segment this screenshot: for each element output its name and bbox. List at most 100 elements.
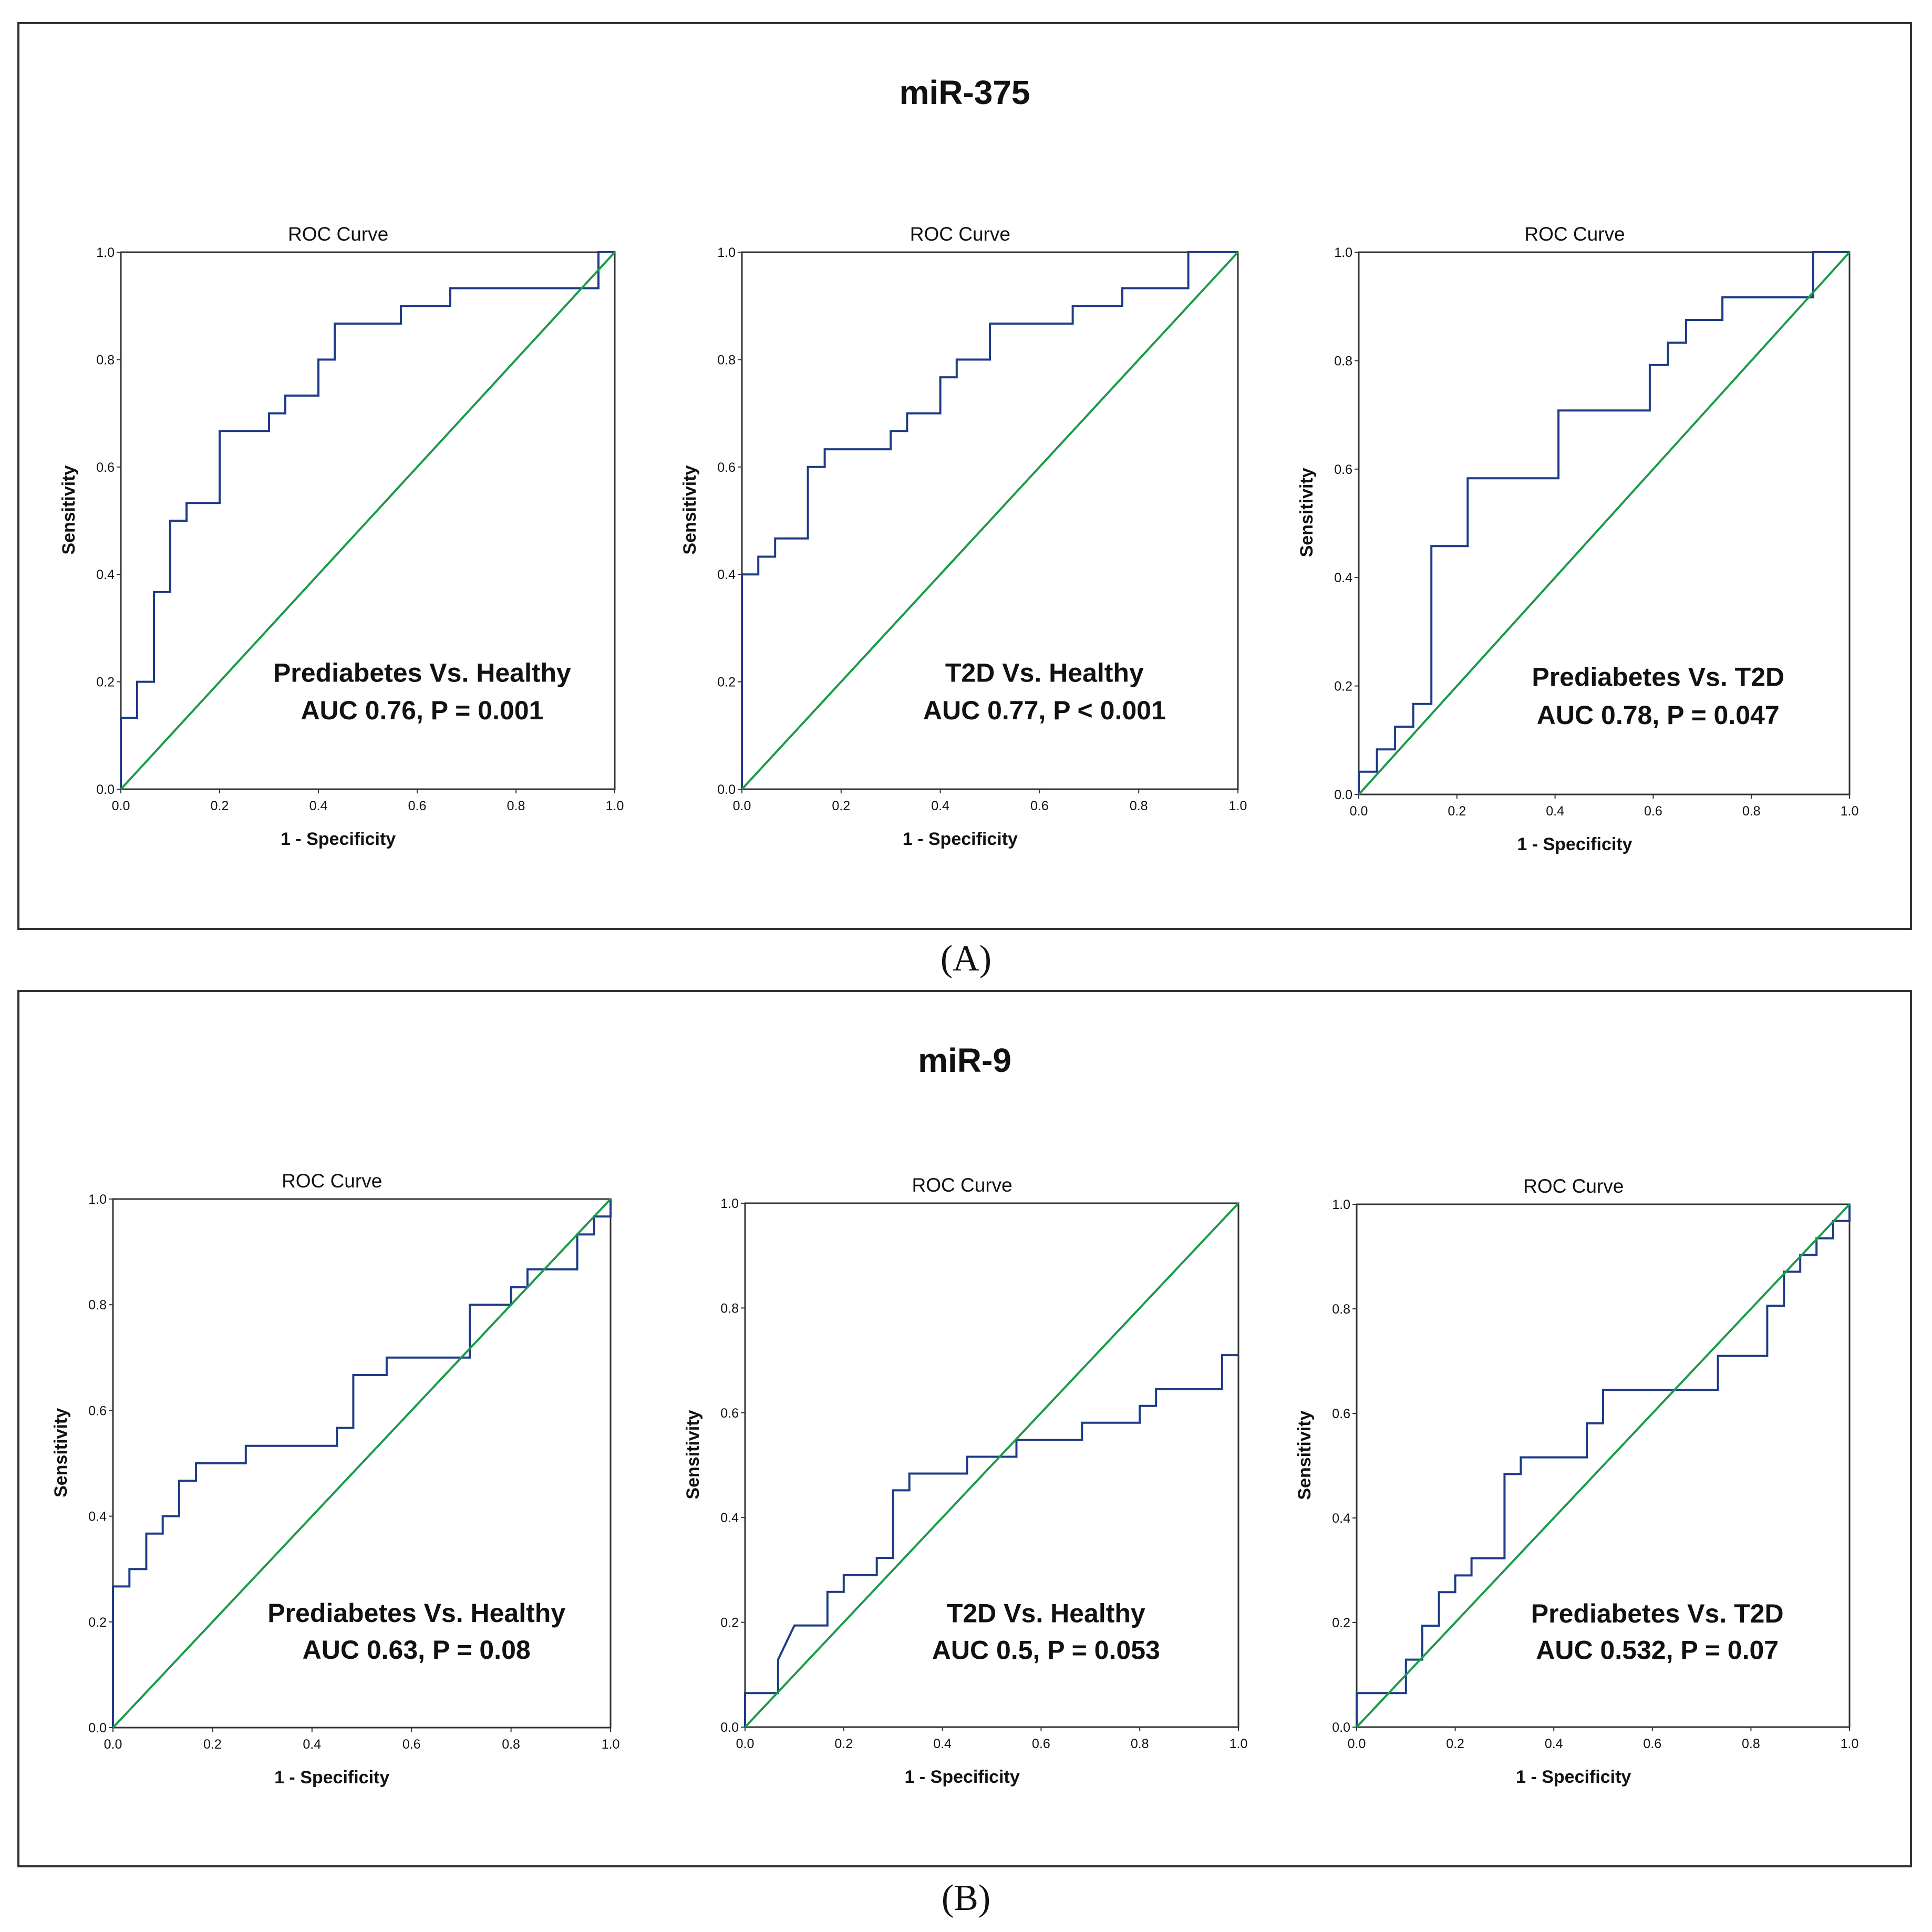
panel-b-letter: (B) bbox=[941, 1878, 991, 1918]
panel-a-title: miR-375 bbox=[899, 74, 1030, 111]
x-tick-label: 1.0 bbox=[1229, 799, 1247, 813]
x-tick-label: 0.6 bbox=[1644, 804, 1662, 819]
reference-line bbox=[1358, 251, 1851, 795]
x-tick-label: 0.4 bbox=[1545, 1737, 1563, 1751]
x-tick-label: 0.6 bbox=[402, 1737, 421, 1752]
comparison-label: Prediabetes Vs. Healthy bbox=[267, 1598, 565, 1628]
y-axis-label: Sensitivity bbox=[1295, 1410, 1315, 1500]
x-tick-label: 0.6 bbox=[408, 799, 427, 813]
y-axis-label: Sensitivity bbox=[1297, 468, 1317, 557]
reference-line bbox=[744, 1202, 1239, 1728]
y-tick-label: 0.6 bbox=[720, 1406, 739, 1421]
y-tick-label: 0.6 bbox=[717, 460, 736, 475]
roc-curve bbox=[741, 251, 1238, 789]
auc-label: AUC 0.532, P = 0.07 bbox=[1536, 1636, 1779, 1665]
y-tick-label: 0.4 bbox=[717, 567, 736, 582]
x-tick-label: 0.0 bbox=[1348, 1737, 1366, 1751]
auc-label: AUC 0.63, P = 0.08 bbox=[303, 1635, 531, 1665]
y-tick-label: 0.8 bbox=[1332, 1302, 1350, 1317]
y-tick-label: 0.0 bbox=[1334, 788, 1352, 802]
chart-title: ROC Curve bbox=[288, 223, 388, 245]
panel-a-letter: (A) bbox=[940, 938, 992, 979]
x-tick-label: 0.6 bbox=[1032, 1737, 1050, 1751]
comparison-label: Prediabetes Vs. T2D bbox=[1531, 1599, 1784, 1628]
x-tick-label: 1.0 bbox=[1841, 804, 1859, 819]
y-tick-label: 1.0 bbox=[717, 245, 736, 260]
x-tick-label: 0.4 bbox=[931, 799, 949, 813]
x-axis-label: 1 - Specificity bbox=[1517, 834, 1632, 854]
x-tick-label: 0.8 bbox=[507, 799, 525, 813]
x-axis-label: 1 - Specificity bbox=[1516, 1767, 1631, 1787]
x-tick-label: 0.2 bbox=[834, 1737, 853, 1751]
reference-line bbox=[112, 1198, 612, 1729]
x-tick-label: 0.2 bbox=[1448, 804, 1466, 819]
roc-curve bbox=[120, 251, 615, 789]
y-tick-label: 0.2 bbox=[1334, 679, 1352, 694]
y-tick-label: 0.2 bbox=[720, 1616, 739, 1630]
roc-curve bbox=[1356, 1204, 1851, 1727]
x-tick-label: 0.8 bbox=[1131, 1737, 1149, 1751]
x-tick-label: 0.4 bbox=[303, 1737, 321, 1752]
x-tick-label: 0.6 bbox=[1643, 1737, 1661, 1751]
y-tick-label: 0.2 bbox=[88, 1615, 107, 1630]
y-tick-label: 0.6 bbox=[1332, 1407, 1350, 1421]
comparison-label: Prediabetes Vs. T2D bbox=[1532, 663, 1784, 692]
x-tick-label: 0.4 bbox=[933, 1737, 952, 1751]
y-tick-label: 0.0 bbox=[717, 782, 736, 797]
auc-label: AUC 0.78, P = 0.047 bbox=[1537, 700, 1780, 730]
x-axis-label: 1 - Specificity bbox=[281, 829, 396, 849]
y-tick-label: 0.0 bbox=[88, 1721, 107, 1735]
chart-title: ROC Curve bbox=[1524, 223, 1625, 245]
x-axis-label: 1 - Specificity bbox=[903, 829, 1018, 849]
x-tick-label: 0.2 bbox=[1446, 1737, 1464, 1751]
x-tick-label: 0.2 bbox=[832, 799, 850, 813]
y-tick-label: 0.8 bbox=[96, 353, 115, 367]
y-tick-label: 0.0 bbox=[720, 1720, 739, 1735]
y-tick-label: 1.0 bbox=[1334, 245, 1352, 260]
x-tick-label: 0.0 bbox=[733, 799, 751, 813]
x-tick-label: 0.4 bbox=[309, 799, 328, 813]
roc-curve bbox=[112, 1199, 612, 1728]
roc-curve bbox=[744, 1354, 1238, 1727]
y-tick-label: 0.4 bbox=[96, 567, 115, 582]
y-axis-label: Sensitivity bbox=[59, 465, 79, 554]
y-tick-label: 0.6 bbox=[96, 460, 115, 475]
x-tick-label: 0.2 bbox=[211, 799, 229, 813]
x-tick-label: 1.0 bbox=[602, 1737, 620, 1752]
auc-label: AUC 0.77, P < 0.001 bbox=[923, 696, 1166, 725]
y-tick-label: 0.2 bbox=[717, 675, 736, 690]
x-tick-label: 0.0 bbox=[112, 799, 130, 813]
comparison-label: T2D Vs. Healthy bbox=[947, 1599, 1145, 1628]
comparison-label: T2D Vs. Healthy bbox=[945, 658, 1144, 688]
y-tick-label: 1.0 bbox=[720, 1196, 739, 1211]
y-tick-label: 0.8 bbox=[1334, 354, 1352, 368]
y-tick-label: 0.2 bbox=[96, 675, 115, 690]
y-tick-label: 0.4 bbox=[1334, 571, 1352, 585]
y-tick-label: 1.0 bbox=[96, 245, 115, 260]
x-tick-label: 0.2 bbox=[203, 1737, 222, 1752]
y-tick-label: 0.8 bbox=[720, 1301, 739, 1316]
x-tick-label: 0.0 bbox=[104, 1737, 122, 1752]
chart-title: ROC Curve bbox=[282, 1170, 382, 1192]
y-tick-label: 0.4 bbox=[1332, 1511, 1350, 1526]
x-tick-label: 0.8 bbox=[1742, 804, 1761, 819]
x-tick-label: 0.6 bbox=[1030, 799, 1049, 813]
y-tick-label: 0.0 bbox=[96, 782, 115, 797]
x-tick-label: 1.0 bbox=[1841, 1737, 1859, 1751]
y-tick-label: 0.2 bbox=[1332, 1616, 1350, 1630]
x-axis-label: 1 - Specificity bbox=[274, 1768, 389, 1788]
y-axis-label: Sensitivity bbox=[680, 465, 700, 554]
y-tick-label: 0.4 bbox=[88, 1510, 107, 1524]
comparison-label: Prediabetes Vs. Healthy bbox=[273, 658, 571, 688]
reference-line bbox=[120, 251, 616, 790]
y-tick-label: 0.8 bbox=[717, 353, 736, 367]
y-tick-label: 0.6 bbox=[88, 1403, 107, 1418]
x-tick-label: 1.0 bbox=[1230, 1737, 1248, 1751]
chart-title: ROC Curve bbox=[912, 1174, 1013, 1196]
x-tick-label: 0.8 bbox=[502, 1737, 520, 1752]
chart-title: ROC Curve bbox=[1523, 1175, 1624, 1197]
reference-line bbox=[1356, 1203, 1851, 1728]
y-tick-label: 0.4 bbox=[720, 1511, 739, 1525]
x-tick-label: 0.0 bbox=[736, 1737, 755, 1751]
